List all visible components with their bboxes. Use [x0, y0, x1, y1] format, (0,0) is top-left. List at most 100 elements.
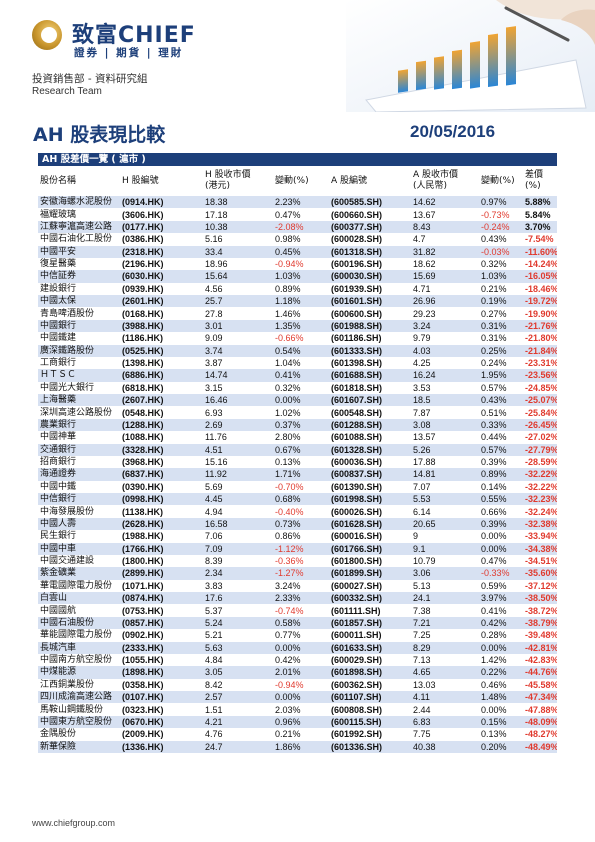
cell-a-change: 0.24% [481, 358, 507, 369]
cell-h-change: 1.86% [273, 740, 329, 753]
cell-h-close: 2.57 [203, 691, 273, 704]
cell-stock-name: 復星醫藥 [40, 259, 77, 270]
cell-h-code: (1800.HK) [122, 556, 164, 567]
cell-stock-name: 中國石油股份 [38, 616, 120, 630]
cell-stock-name: ＨＴＳＣ [38, 369, 120, 382]
cell-h-change: 0.37% [273, 418, 329, 432]
cell-stock-name: 交通銀行 [38, 443, 120, 456]
cell-a-change: -0.24% [479, 220, 523, 234]
table-row: 青島啤酒股份 (0168.HK) 27.8 1.46% (600600.SH) 29.23… [38, 307, 557, 319]
cell-a-code: (601318.SH) [329, 245, 411, 258]
cell-a-close: 17.88 [413, 457, 436, 468]
cell-a-close: 4.25 [413, 358, 431, 369]
cell-h-close: 5.63 [203, 641, 273, 654]
cell-a-change: 0.47% [481, 556, 507, 567]
cell-a-change: 1.95% [479, 369, 523, 382]
cell-premium: -27.02% [525, 432, 557, 443]
cell-h-change: 0.00% [273, 641, 329, 654]
cell-a-change: 0.46% [481, 679, 507, 690]
cell-h-change: 0.54% [273, 344, 329, 357]
cell-premium: -47.88% [525, 704, 557, 715]
cell-premium: -25.07% [523, 394, 557, 407]
cell-h-code: (1988.HK) [122, 531, 164, 542]
table-body: 安徽海螺水泥股份 (0914.HK) 18.38 2.23% (600585.SH) 14… [38, 196, 557, 753]
cell-h-close: 15.64 [203, 270, 273, 283]
cell-premium: -47.34% [523, 691, 557, 704]
cell-h-close: 3.05 [203, 666, 273, 679]
cell-a-code: (601633.SH) [329, 641, 411, 654]
cell-a-code: (600036.SH) [331, 457, 383, 468]
table-row: 長城汽車 (2333.HK) 5.63 0.00% (601633.SH) 8.29 0.0… [38, 641, 557, 654]
cell-h-code: (3328.HK) [120, 443, 203, 456]
cell-h-close: 5.16 [205, 234, 223, 245]
cell-h-change: -0.94% [275, 259, 304, 270]
cell-premium: -23.31% [525, 358, 557, 369]
cell-stock-name: 中煤能源 [38, 666, 120, 679]
table-row: 華電國際電力股份 (1071.HK) 3.83 3.24% (600027.SH) 5.1… [38, 580, 557, 592]
cell-a-change: 1.03% [479, 270, 523, 283]
cell-a-code: (601288.SH) [329, 418, 411, 432]
cell-a-code: (600029.SH) [331, 655, 383, 666]
cell-a-close: 3.53 [413, 382, 431, 393]
cell-h-close: 10.38 [203, 220, 273, 234]
cell-a-close: 7.25 [413, 630, 431, 641]
cell-h-code: (0168.HK) [122, 308, 164, 319]
table-row: 民生銀行 (1988.HK) 7.06 0.86% (600016.SH) 9 0.00% -… [38, 530, 557, 542]
cell-h-code: (1055.HK) [122, 655, 164, 666]
cell-a-close: 5.13 [413, 580, 431, 591]
cell-h-change: 0.68% [273, 493, 329, 506]
cell-h-change: 0.21% [275, 729, 301, 740]
cell-a-close: 10.79 [413, 556, 436, 567]
cell-h-close: 15.16 [205, 457, 228, 468]
table-row: 中國銀行 (3988.HK) 3.01 1.35% (601988.SH) 3.24 0.3… [38, 319, 557, 333]
cell-h-change: 3.24% [275, 580, 301, 591]
footer-url: www.chiefgroup.com [32, 818, 116, 828]
cell-stock-name: 工商銀行 [40, 358, 77, 369]
cell-a-close: 26.96 [411, 295, 479, 308]
table-row: 金隅股份 (2009.HK) 4.76 0.21% (601992.SH) 7.75 0.1… [38, 728, 557, 740]
table-row: 中國人壽 (2628.HK) 16.58 0.73% (601628.SH) 20.65 0… [38, 517, 557, 531]
cell-a-code: (600028.SH) [331, 234, 383, 245]
cell-a-close: 18.5 [411, 394, 479, 407]
cell-stock-name: 建設銀行 [40, 283, 77, 294]
cell-a-close: 4.11 [411, 691, 479, 704]
cell-a-change: -0.03% [479, 245, 523, 258]
cell-a-code: (601111.SH) [331, 605, 381, 616]
cell-h-code: (1088.HK) [122, 432, 164, 443]
cell-h-change: -1.27% [273, 567, 329, 580]
cell-h-close: 11.76 [205, 432, 227, 443]
cell-a-code: (601998.SH) [329, 493, 411, 506]
cell-premium: -19.90% [525, 308, 557, 319]
cell-a-change: 1.42% [481, 655, 507, 666]
cell-premium: -23.56% [523, 369, 557, 382]
cell-stock-name: 中國國航 [40, 605, 77, 616]
cell-h-code: (0390.HK) [122, 481, 164, 492]
cell-a-code: (601107.SH) [329, 691, 411, 704]
cell-h-change: 1.18% [273, 295, 329, 308]
cell-a-code: (601688.SH) [329, 369, 411, 382]
table-row: 中國石油股份 (0857.HK) 5.24 0.58% (601857.SH) 7.21 0… [38, 616, 557, 630]
cell-h-close: 4.51 [203, 443, 273, 456]
header-a-code: A 股編號 [331, 175, 368, 186]
cell-h-change: 1.04% [275, 358, 301, 369]
cell-premium: -21.84% [523, 344, 557, 357]
cell-h-close: 4.76 [205, 729, 223, 740]
cell-a-code: (601899.SH) [329, 567, 411, 580]
cell-stock-name: 中信銀行 [38, 493, 120, 506]
cell-premium: -18.46% [525, 283, 557, 294]
cell-h-change: 0.32% [275, 382, 301, 393]
cell-a-change: 0.41% [481, 605, 507, 616]
cell-h-close: 18.96 [205, 259, 228, 270]
cell-a-change: 0.39% [481, 457, 507, 468]
cell-a-close: 14.81 [411, 468, 479, 481]
cell-a-change: -0.73% [481, 209, 510, 220]
cell-h-close: 17.6 [203, 592, 273, 605]
cell-a-code: (601333.SH) [329, 344, 411, 357]
table-row: 江蘇寧滬高速公路 (0177.HK) 10.38 -2.08% (600377.SH) 8… [38, 220, 557, 234]
table-title-bar: AH 股差價一覽 ( 滬市 ) [38, 153, 557, 166]
cell-a-change: 0.55% [479, 493, 523, 506]
cell-a-close: 8.29 [411, 641, 479, 654]
cell-h-close: 5.69 [205, 481, 223, 492]
table-row: 中煤能源 (1898.HK) 3.05 2.01% (601898.SH) 4.65 0.2… [38, 666, 557, 679]
cell-h-change: 0.98% [275, 234, 301, 245]
